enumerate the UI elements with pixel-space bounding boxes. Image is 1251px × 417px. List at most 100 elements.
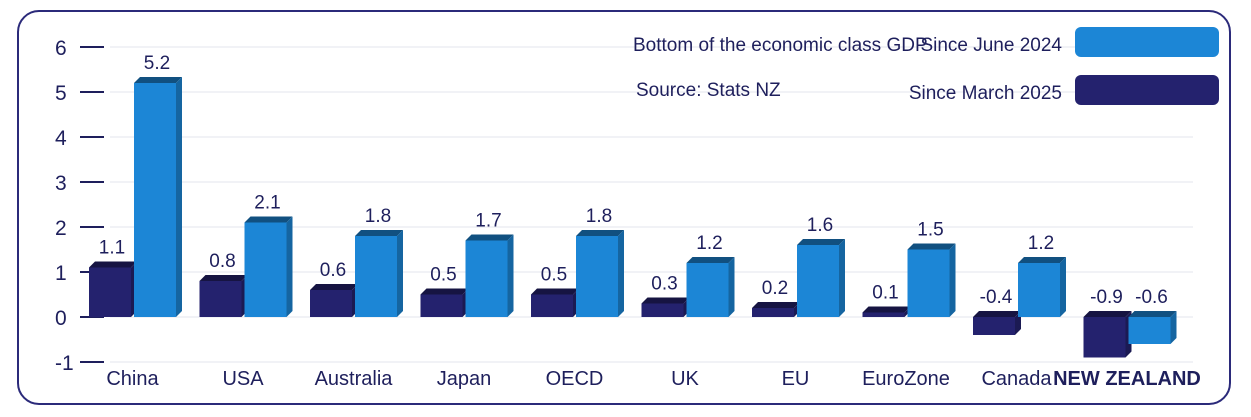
bar-june-2024 bbox=[576, 230, 624, 317]
category-label: EuroZone bbox=[862, 368, 950, 390]
bar-top-face bbox=[686, 257, 735, 263]
bar-top-face bbox=[531, 288, 579, 295]
bar-front-face bbox=[134, 83, 176, 317]
bar-top-face bbox=[465, 234, 514, 241]
data-label: 0.5 bbox=[541, 265, 567, 286]
bar-march-2025 bbox=[89, 261, 137, 317]
bar-side-face bbox=[397, 230, 403, 317]
bar-march-2025 bbox=[1083, 311, 1132, 358]
legend-label-march-2025: Since March 2025 bbox=[909, 83, 1062, 104]
category-label: UK bbox=[671, 368, 699, 390]
data-label: 1.7 bbox=[475, 211, 501, 232]
bar-top-face bbox=[1128, 311, 1177, 317]
data-label: 5.2 bbox=[144, 53, 170, 74]
bar-side-face bbox=[286, 216, 293, 317]
data-label: 2.1 bbox=[254, 193, 280, 214]
legend-label-june-2024: Since June 2024 bbox=[920, 35, 1062, 56]
bar-front-face bbox=[199, 281, 242, 317]
bar-side-face bbox=[507, 234, 514, 317]
chart-frame bbox=[17, 10, 1231, 405]
y-tick-label: 5 bbox=[55, 82, 67, 105]
data-label: 1.2 bbox=[696, 233, 722, 254]
bar-front-face bbox=[465, 240, 508, 317]
y-tick-label: 2 bbox=[55, 217, 67, 240]
bar-side-face bbox=[839, 239, 845, 317]
bars bbox=[89, 77, 1177, 358]
bar-march-2025 bbox=[862, 306, 911, 317]
bar-top-face bbox=[797, 239, 845, 245]
category-label: Japan bbox=[437, 368, 492, 390]
data-labels: 1.1 5.2 0.8 2.1 0.6 1.8 0.5 1.7 0.5 1.8 0.3 1.2 0.2 1… bbox=[99, 53, 1168, 308]
y-tick-label: 0 bbox=[55, 307, 67, 330]
data-label: 1.2 bbox=[1028, 233, 1054, 254]
bar-june-2024 bbox=[465, 234, 514, 317]
bar-front-face bbox=[641, 303, 684, 317]
category-label: NEW ZEALAND bbox=[1053, 368, 1201, 390]
bar-top-face bbox=[973, 311, 1021, 317]
bar-top-face bbox=[1083, 311, 1132, 317]
bar-top-face bbox=[199, 275, 248, 281]
bar-front-face bbox=[420, 294, 463, 317]
data-label: 0.5 bbox=[430, 265, 456, 286]
data-label: 0.3 bbox=[651, 274, 677, 295]
bar-top-face bbox=[134, 77, 182, 83]
y-tick-label: 4 bbox=[55, 127, 67, 150]
bar-june-2024 bbox=[355, 230, 403, 317]
bar-side-face bbox=[618, 230, 624, 317]
legend-swatch-march-2025 bbox=[1075, 75, 1219, 105]
data-label: -0.9 bbox=[1090, 287, 1123, 308]
category-label: USA bbox=[222, 368, 264, 390]
bar-march-2025 bbox=[641, 297, 690, 317]
data-label: 0.8 bbox=[209, 251, 235, 272]
chart-subtitle: Source: Stats NZ bbox=[636, 80, 781, 101]
bar-june-2024 bbox=[134, 77, 182, 317]
bar-front-face bbox=[1083, 317, 1126, 358]
bar-march-2025 bbox=[752, 302, 800, 317]
category-label: Canada bbox=[981, 368, 1052, 390]
y-tick-label: -1 bbox=[55, 352, 74, 375]
bar-front-face bbox=[531, 294, 573, 317]
bar-top-face bbox=[1018, 257, 1066, 263]
bar-top-face bbox=[310, 284, 358, 290]
bar-march-2025 bbox=[420, 288, 469, 317]
bar-front-face bbox=[1128, 317, 1171, 344]
bar-front-face bbox=[310, 290, 352, 317]
data-label: 1.8 bbox=[586, 206, 612, 227]
bar-front-face bbox=[797, 245, 839, 317]
bar-front-face bbox=[244, 222, 287, 317]
bar-side-face bbox=[728, 257, 735, 317]
bar-top-face bbox=[576, 230, 624, 236]
bar-front-face bbox=[973, 317, 1015, 335]
bar-front-face bbox=[752, 308, 794, 317]
bar-june-2024 bbox=[797, 239, 845, 317]
y-tick-label: 1 bbox=[55, 262, 67, 285]
data-label: 0.2 bbox=[762, 278, 788, 299]
bar-top-face bbox=[89, 261, 137, 268]
bar-march-2025 bbox=[973, 311, 1021, 335]
legend: Since June 2024 Since March 2025 bbox=[909, 27, 1219, 105]
category-label: OECD bbox=[546, 368, 604, 390]
bar-june-2024 bbox=[907, 243, 956, 317]
bar-top-face bbox=[752, 302, 800, 308]
bar-top-face bbox=[907, 243, 956, 250]
legend-swatch-june-2024 bbox=[1075, 27, 1219, 57]
bar-front-face bbox=[355, 236, 397, 317]
bar-front-face bbox=[686, 263, 729, 317]
category-label: China bbox=[106, 368, 159, 390]
category-label: Australia bbox=[315, 368, 394, 390]
bar-front-face bbox=[576, 236, 618, 317]
data-label: -0.4 bbox=[980, 287, 1013, 308]
bar-side-face bbox=[176, 77, 182, 317]
data-label: 1.5 bbox=[917, 220, 943, 241]
chart-title: Bottom of the economic class GDP bbox=[633, 35, 928, 56]
data-label: 0.6 bbox=[320, 260, 346, 281]
y-axis: 6 5 4 3 2 1 0 -1 bbox=[55, 37, 104, 375]
y-tick-label: 6 bbox=[55, 37, 67, 60]
bar-side-face bbox=[949, 243, 956, 317]
data-label: -0.6 bbox=[1135, 287, 1168, 308]
bar-front-face bbox=[862, 312, 905, 317]
data-label: 1.8 bbox=[365, 206, 391, 227]
x-axis: China USA Australia Japan OECD UK EU EuroZone Ca… bbox=[106, 368, 1201, 390]
data-label: 1.6 bbox=[807, 215, 833, 236]
